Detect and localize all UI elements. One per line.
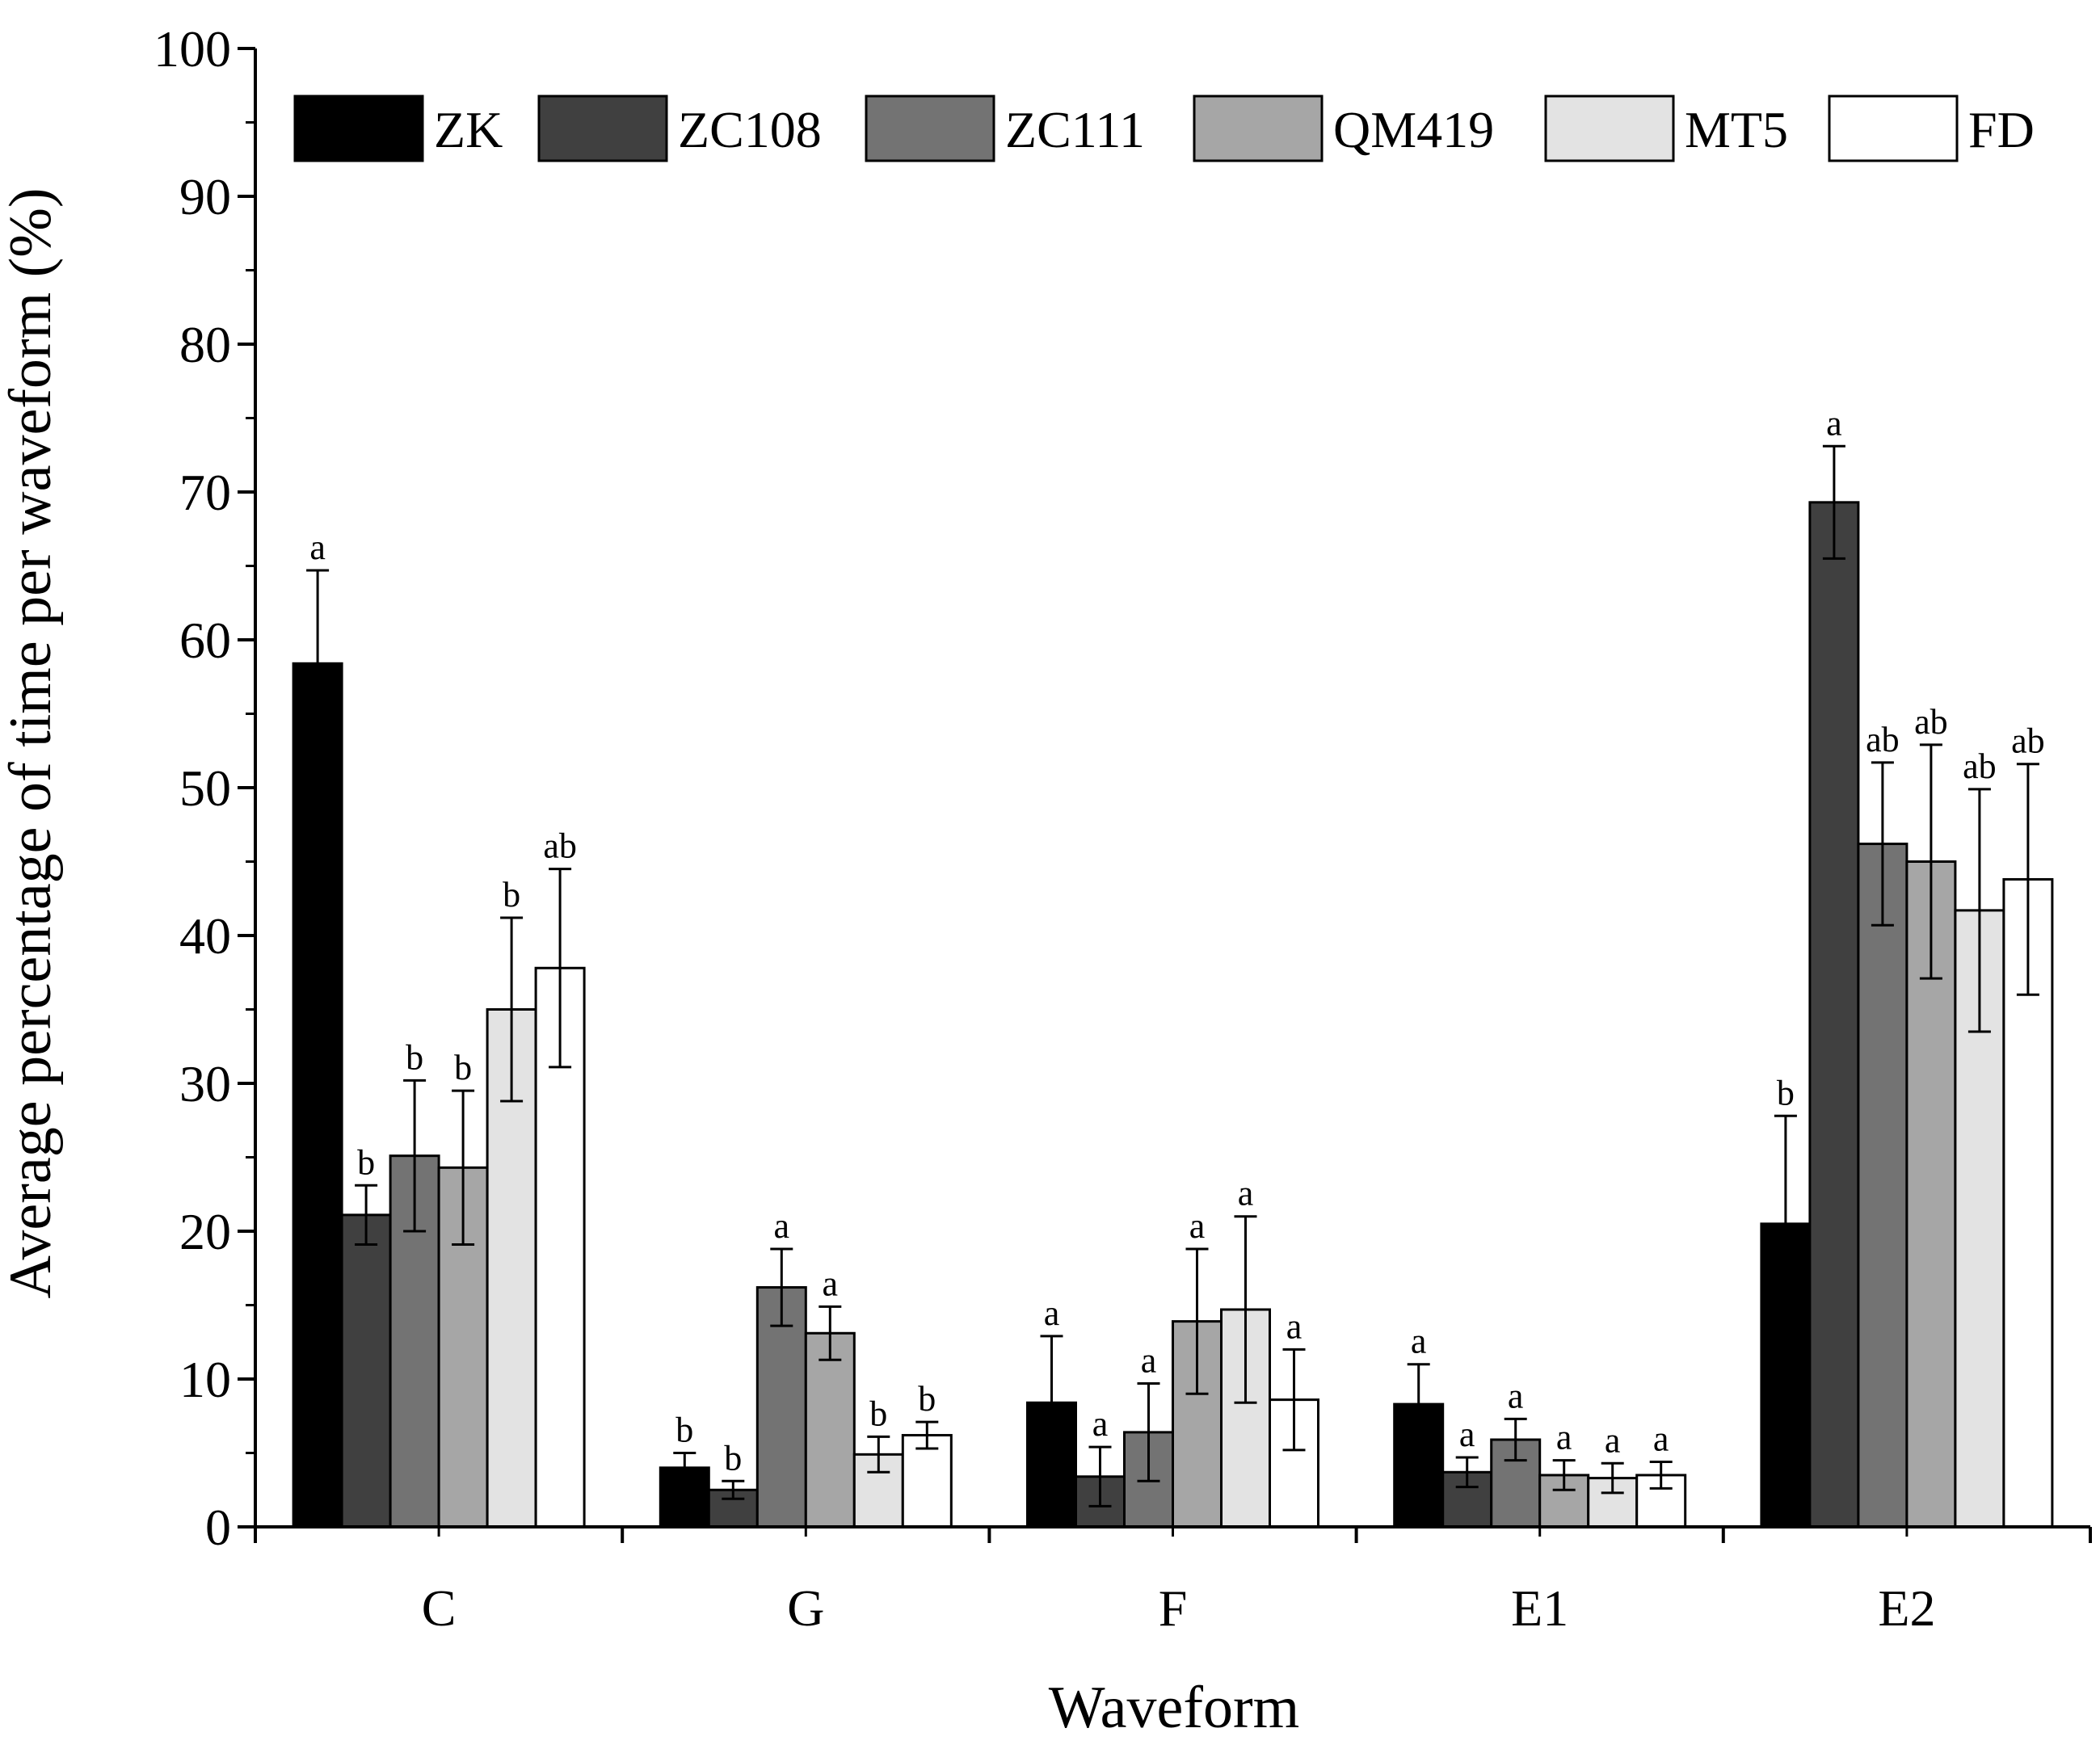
axes-layer: 0 10 20 30 40 50 60 70 80 90 100 C G F E1 E2 [154,20,2092,1637]
significance-label: a [1189,1206,1206,1246]
x-tick-label: C [422,1579,457,1637]
significance-label: b [454,1048,472,1087]
significance-label: a [1238,1174,1254,1213]
x-tick-label: E1 [1511,1579,1568,1637]
significance-label: b [918,1379,936,1419]
y-tick-label: 70 [179,464,231,521]
y-tick-label: 30 [179,1055,231,1112]
bar [804,1331,856,1528]
significance-label: b [406,1037,423,1077]
significance-label: b [869,1394,887,1433]
significance-label: a [774,1206,790,1246]
significance-label: b [724,1438,742,1478]
significance-label: ab [1914,702,1948,742]
significance-label: ab [1866,720,1900,759]
bar [1441,1470,1493,1528]
bar [340,1213,392,1528]
significance-label: a [1653,1419,1669,1458]
legend-label: ZK [434,101,503,158]
legend-label: ZC108 [678,101,822,158]
y-tick-label: 10 [179,1351,231,1408]
significance-label: b [357,1142,375,1182]
legend-swatch [293,95,424,162]
significance-label: a [1826,403,1842,443]
significance-label: a [1605,1420,1621,1460]
legend-label: MT5 [1685,101,1788,158]
y-tick-label: 90 [179,168,231,225]
significance-label: a [1286,1306,1303,1346]
significance-label: a [1556,1418,1572,1457]
bar [1857,843,1909,1528]
significance-label: a [1508,1376,1524,1415]
significance-label: a [1044,1293,1060,1333]
significance-label: ab [543,826,577,866]
legend-label: QM419 [1333,101,1494,158]
legend-swatch [537,95,668,162]
legend-swatch [1544,95,1675,162]
legend-swatch [1828,95,1959,162]
significance-label: b [675,1411,693,1450]
significance-label: a [1092,1404,1109,1444]
significance-label: b [1777,1073,1795,1112]
bar [534,966,586,1528]
bars-layer [292,501,2054,1528]
x-axis-title: Waveform [1049,1675,1299,1741]
y-tick-label: 20 [179,1203,231,1260]
y-tick-label: 60 [179,612,231,669]
legend-swatch [865,95,995,162]
x-tick-label: G [787,1579,824,1637]
significance-label: a [1141,1340,1157,1380]
significance-label: a [309,528,326,567]
significance-label: ab [2011,721,2045,761]
y-axis-title: Average percentage of time per waveform … [0,187,64,1298]
y-tick-label: 0 [205,1499,231,1556]
significance-label: b [503,875,520,915]
significance-label: a [1459,1415,1475,1454]
x-tick-label: F [1159,1579,1188,1637]
error-bars-layer [306,444,2039,1507]
x-tick-label: E2 [1878,1579,1935,1637]
legend: ZK ZC108 ZC111 QM419 MT5 FD [293,95,2035,162]
bar [292,662,343,1528]
significance-label: a [1411,1322,1427,1361]
legend-label: FD [1968,101,2035,158]
y-tick-label: 50 [179,759,231,817]
legend-swatch [1193,95,1324,162]
y-tick-label: 80 [179,316,231,373]
legend-label: ZC111 [1005,101,1145,158]
bar [1808,501,1860,1528]
significance-label: a [823,1264,839,1303]
y-tick-label: 100 [154,20,231,78]
significance-label: ab [1963,746,1997,786]
y-tick-label: 40 [179,907,231,965]
